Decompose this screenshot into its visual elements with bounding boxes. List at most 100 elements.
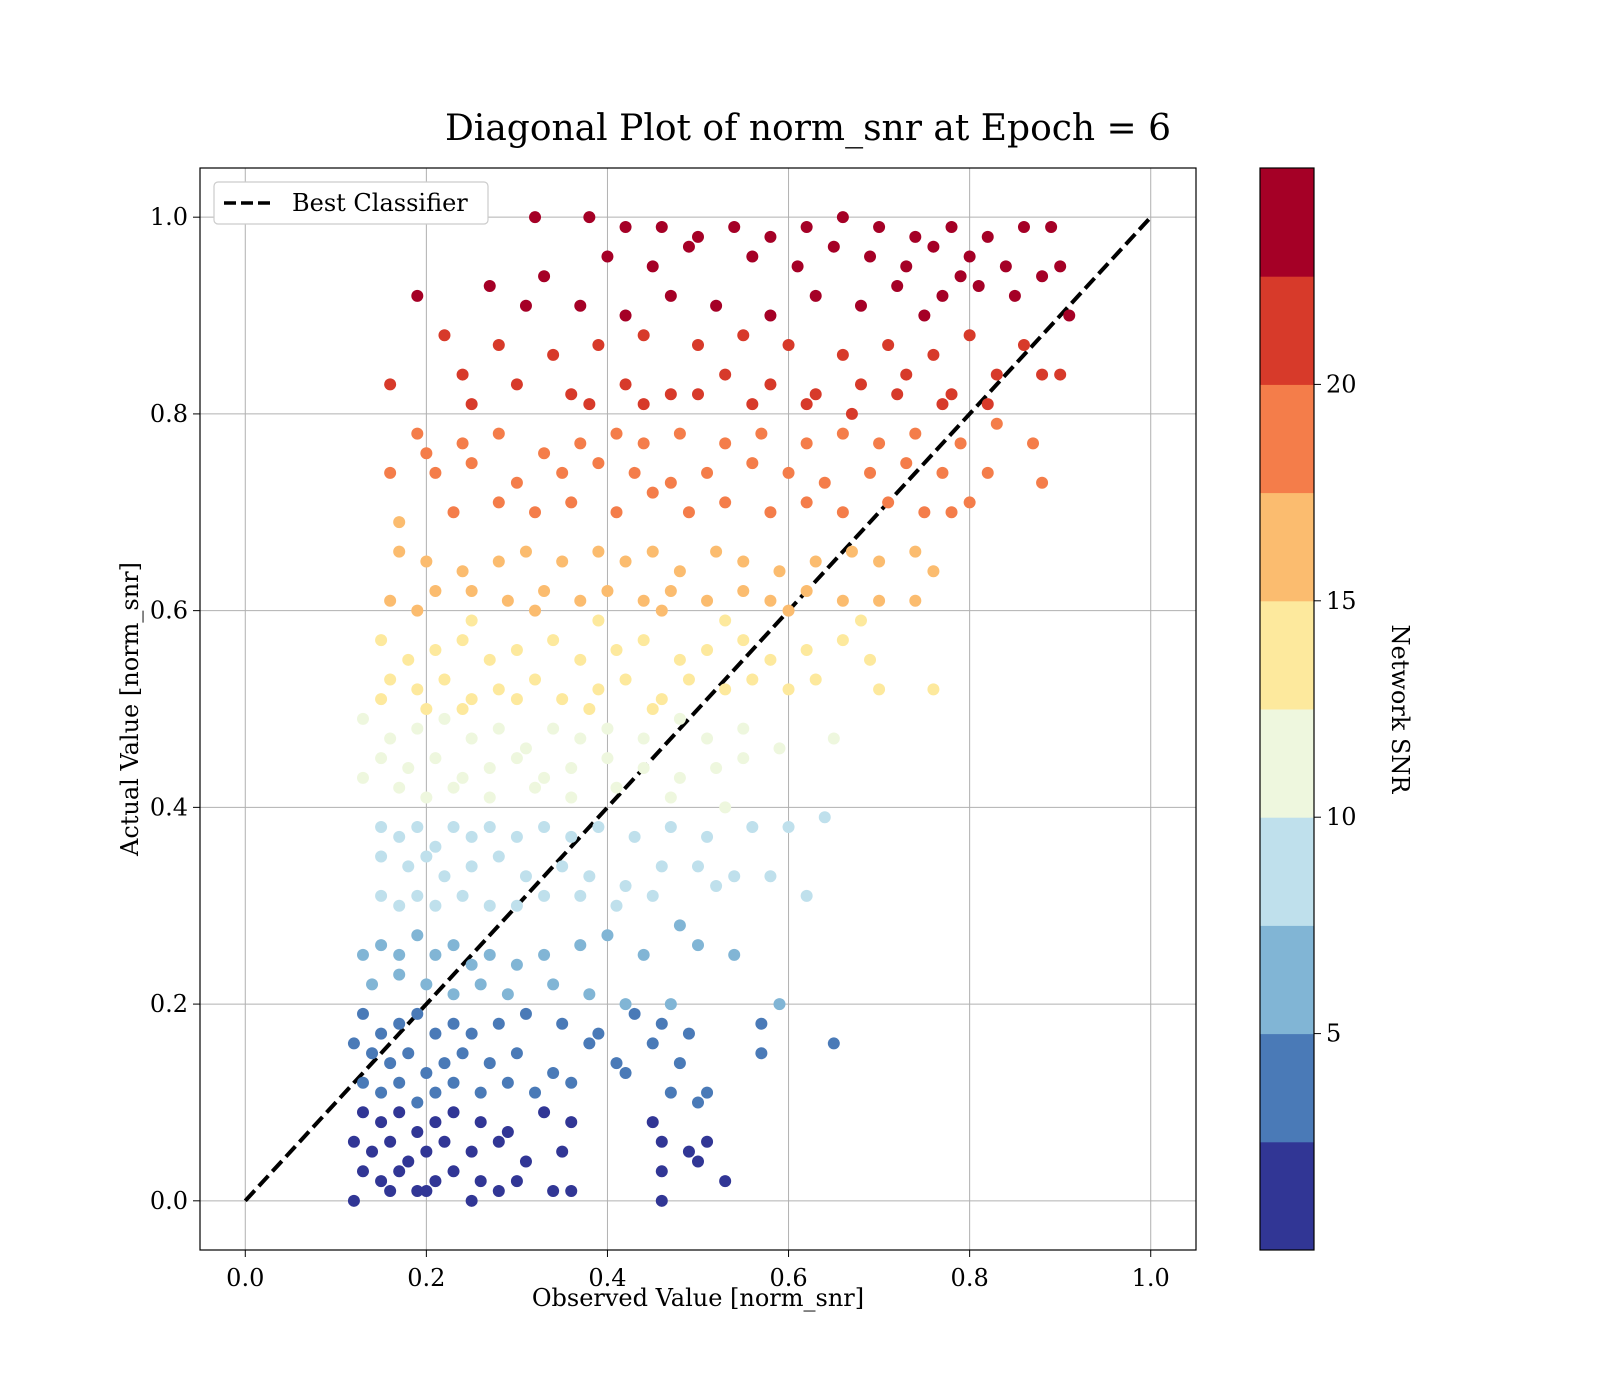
scatter-point [411, 1125, 424, 1138]
scatter-point [836, 506, 849, 519]
scatter-point [1017, 339, 1030, 352]
scatter-point [456, 437, 469, 450]
scatter-point [655, 1017, 668, 1030]
scatter-point [592, 339, 605, 352]
scatter-point [420, 978, 433, 991]
scatter-point [719, 1175, 732, 1188]
scatter-point [456, 368, 469, 381]
scatter-point [429, 466, 442, 479]
scatter-point [719, 683, 732, 696]
scatter-point [447, 988, 460, 1001]
scatter-point [927, 348, 940, 361]
scatter-point [465, 398, 478, 411]
scatter-point [483, 653, 496, 666]
scatter-point [592, 1027, 605, 1040]
scatter-point [673, 919, 686, 932]
scatter-point [592, 614, 605, 627]
scatter-point [728, 221, 741, 234]
scatter-point [483, 948, 496, 961]
scatter-point [836, 348, 849, 361]
scatter-point [519, 545, 532, 558]
scatter-point [384, 594, 397, 607]
scatter-point [347, 1037, 360, 1050]
scatter-point [646, 703, 659, 715]
legend-label: Best Classifier [292, 189, 468, 217]
scatter-point [692, 1155, 704, 1168]
scatter-point [954, 270, 967, 283]
scatter-point [746, 673, 759, 686]
scatter-point [556, 555, 569, 568]
scatter-point [393, 1076, 406, 1089]
scatter-point [529, 781, 542, 794]
scatter-point [447, 1076, 460, 1089]
scatter-point [393, 545, 406, 558]
scatter-point [601, 752, 614, 765]
scatter-point [673, 1057, 686, 1070]
scatter-point [492, 1135, 505, 1148]
scatter-point [800, 496, 813, 509]
scatter-point [366, 1047, 379, 1060]
scatter-point [411, 1096, 424, 1109]
scatter-point [873, 221, 886, 234]
scatter-point [646, 260, 659, 273]
scatter-point [664, 998, 677, 1011]
scatter-point [447, 1165, 460, 1178]
scatter-point [438, 1135, 451, 1148]
scatter-point [873, 437, 886, 450]
scatter-point [710, 545, 723, 558]
colorbar-label: Network SNR [1386, 625, 1414, 795]
scatter-point [701, 643, 714, 656]
scatter-point [764, 653, 777, 666]
scatter-point [565, 388, 578, 401]
scatter-point [655, 693, 668, 706]
scatter-point [456, 771, 469, 784]
scatter-point [547, 348, 560, 361]
scatter-point [637, 948, 650, 961]
legend-box [213, 181, 489, 225]
scatter-point [610, 427, 623, 440]
scatter-point [375, 693, 388, 706]
scatter-point [556, 1017, 569, 1030]
scatter-point [411, 683, 424, 696]
scatter-point [592, 545, 605, 558]
scatter-point [583, 870, 596, 883]
scatter-point [864, 653, 877, 666]
scatter-point [864, 250, 877, 263]
scatter-point [501, 1125, 514, 1138]
scatter-point [384, 1184, 397, 1197]
scatter-point [673, 427, 686, 440]
scatter-point [773, 742, 786, 755]
scatter-point [447, 781, 460, 794]
scatter-point [764, 230, 777, 243]
scatter-point [375, 1027, 388, 1040]
scatter-point [429, 948, 442, 961]
scatter-point [429, 643, 442, 656]
x-tick-label: 1.0 [1132, 1264, 1170, 1292]
scatter-point [710, 762, 723, 775]
scatter-point [619, 309, 632, 322]
scatter-point [800, 398, 813, 411]
scatter-point [529, 506, 542, 519]
scatter-point [782, 604, 795, 617]
scatter-point [990, 368, 1003, 381]
scatter-point [420, 555, 433, 568]
scatter-point [510, 1175, 523, 1188]
scatter-point [411, 722, 424, 735]
scatter-point [483, 1057, 496, 1070]
scatter-point [492, 722, 505, 735]
scatter-point [393, 899, 406, 912]
scatter-point [818, 476, 831, 489]
scatter-point [909, 427, 922, 440]
scatter-point [628, 1007, 641, 1020]
scatter-point [592, 457, 605, 470]
scatter-point [646, 889, 659, 902]
scatter-point [347, 1135, 360, 1148]
scatter-point [891, 388, 904, 401]
scatter-point [737, 634, 750, 647]
scatter-point [936, 289, 949, 302]
scatter-point [366, 1145, 379, 1158]
scatter-point [429, 1175, 442, 1188]
scatter-point [900, 457, 913, 470]
scatter-point [619, 1066, 632, 1079]
scatter-point [583, 703, 596, 715]
